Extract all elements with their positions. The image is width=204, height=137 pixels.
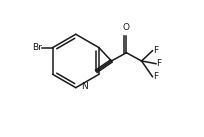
Text: O: O	[122, 23, 129, 32]
Text: N: N	[81, 82, 87, 91]
Text: Br: Br	[32, 43, 42, 52]
Text: F: F	[156, 59, 161, 68]
Text: F: F	[152, 72, 157, 81]
Text: F: F	[152, 46, 157, 55]
